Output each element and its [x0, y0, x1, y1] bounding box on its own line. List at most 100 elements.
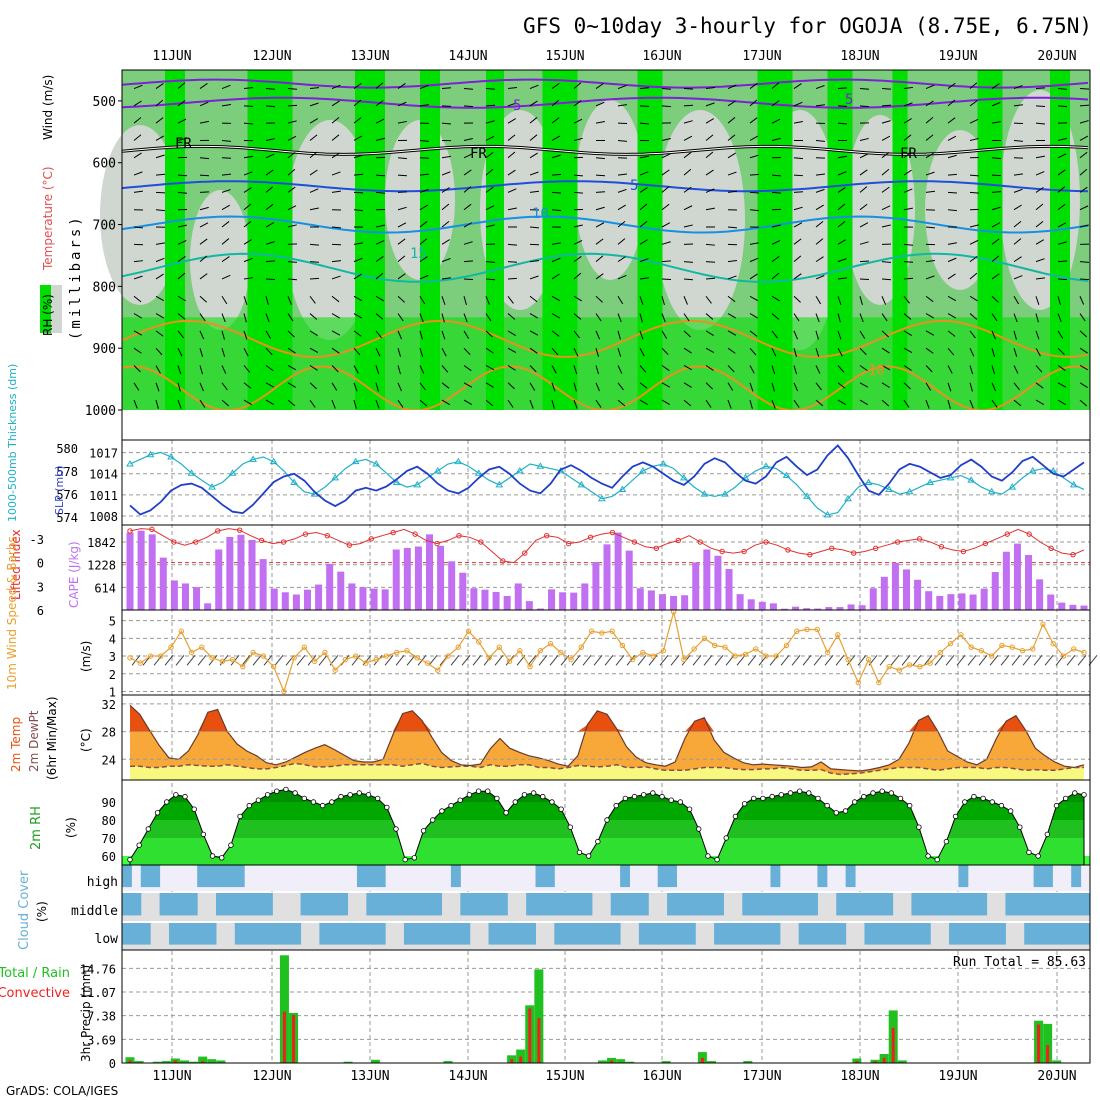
rh2m-point: [668, 797, 674, 803]
wind-barb: [925, 100, 934, 107]
cloud-cell: [244, 923, 255, 945]
cape-bar: [570, 592, 578, 610]
wind10-barb: [769, 655, 779, 666]
cloud-cell: [450, 865, 461, 888]
thickness-point: [372, 460, 381, 467]
wind10-barb: [989, 655, 999, 666]
wind10-point: [650, 653, 656, 659]
wind-barb: [837, 399, 847, 406]
wind-barb: [947, 382, 952, 392]
cape-bar: [647, 590, 655, 610]
wind-barb: [683, 135, 693, 141]
wind-barb: [243, 313, 247, 323]
wind-barb: [595, 83, 604, 89]
cloud-cell: [723, 923, 734, 945]
wind-barb: [683, 313, 690, 322]
precip-conv-bar: [201, 1061, 205, 1063]
wind10-point: [742, 651, 749, 657]
wind-barb: [771, 239, 781, 245]
cloud-cell: [234, 923, 245, 945]
wind-barb: [991, 255, 1000, 263]
rh2m-point: [760, 795, 766, 802]
rh2m-point: [393, 826, 399, 832]
cloud-cell: [215, 865, 226, 888]
wind-barb: [199, 157, 210, 160]
wind10-point: [178, 628, 184, 634]
wind-barb: [133, 347, 142, 354]
wind-barb: [815, 204, 824, 211]
thickness-axis-label: 1000-500mb Thickness (dm): [6, 364, 19, 522]
cloud-cell: [554, 893, 565, 916]
wind10-barb: [494, 655, 504, 666]
wind-barb: [485, 88, 496, 90]
rh2m-point: [384, 804, 390, 811]
thickness-point: [351, 457, 360, 465]
wind-barb: [925, 171, 935, 176]
wind-barb: [1057, 186, 1066, 193]
rh2m-band-80: [130, 802, 1084, 820]
cloud-cell: [1043, 923, 1053, 945]
wind-barb: [815, 348, 820, 357]
wind-barb: [947, 154, 957, 159]
wind-barb: [837, 155, 847, 159]
wind-barb: [463, 241, 473, 245]
wind-barb: [969, 272, 978, 280]
rh2m-point: [613, 802, 619, 809]
wind-barb: [375, 82, 384, 89]
wind-barb: [771, 118, 781, 124]
cloud-cell: [394, 893, 405, 916]
precip-conv-bar: [700, 1057, 704, 1063]
cloud-cell: [779, 893, 790, 916]
cloud-cell: [620, 865, 630, 888]
wind-barb: [573, 399, 578, 409]
isotherm-10: [121, 215, 1089, 234]
wind-barb: [529, 399, 534, 409]
cloud-cell: [817, 923, 828, 945]
wind10-point: [373, 656, 379, 663]
wind10-point: [517, 648, 523, 654]
wind-barb: [727, 117, 736, 124]
wind-barb: [727, 382, 734, 391]
wind-barb: [771, 330, 778, 339]
thickness-point: [618, 485, 627, 492]
wind-barb: [793, 382, 799, 392]
wind-barb: [661, 169, 670, 176]
wind-barb: [485, 365, 495, 371]
wind10-point: [876, 679, 882, 686]
wind-barb: [727, 171, 737, 176]
wind-barb: [683, 399, 692, 407]
wind-barb: [837, 330, 842, 340]
wind-barb: [199, 238, 208, 245]
wind10-barb: [714, 655, 724, 666]
wind10-point: [506, 658, 513, 665]
wind-barb: [969, 399, 974, 409]
wind-barb: [375, 118, 385, 124]
wind10-point: [404, 648, 410, 654]
wind-barb: [331, 313, 341, 319]
precip-total-bar: [216, 1060, 226, 1063]
wind10-barb: [846, 655, 856, 666]
li-point: [851, 550, 857, 556]
wind10-point: [865, 656, 872, 663]
cape-bar: [326, 563, 334, 610]
wind-barb: [881, 313, 888, 322]
wind-barb: [925, 275, 935, 280]
precip-conv-bar: [282, 1011, 286, 1063]
wind10-units-label: (m/s): [79, 641, 93, 672]
cloud-cell: [808, 893, 818, 916]
cloud-cell: [601, 923, 612, 945]
wind-barb: [617, 330, 621, 340]
wind-barb: [1035, 203, 1044, 211]
cloud-cell: [657, 865, 668, 888]
wind-barb: [441, 330, 446, 340]
wind-barb: [177, 365, 182, 375]
wind-barb: [683, 347, 692, 354]
cloud-cell: [770, 923, 781, 945]
wind10-point: [753, 646, 759, 652]
wind-barb: [1035, 186, 1044, 193]
wind-barb: [199, 330, 205, 340]
wind10-point: [486, 655, 492, 661]
wind-barb: [683, 382, 692, 388]
wind-barb: [573, 174, 584, 177]
wind-barb: [573, 191, 584, 194]
